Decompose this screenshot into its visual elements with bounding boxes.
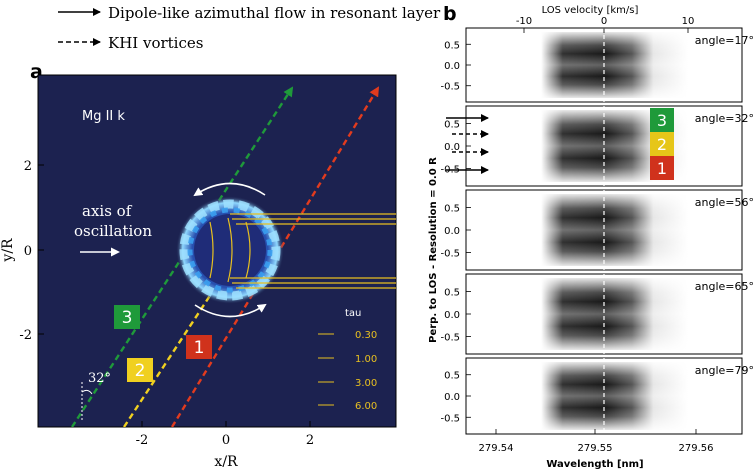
legend-dashed-label: KHI vortices (108, 34, 203, 52)
y-tick-b: 0.5 (444, 288, 460, 299)
ray-2-label: 2 (135, 361, 146, 381)
angle-label-2: angle=32° (695, 112, 753, 125)
angle-label-5: angle=79° (695, 364, 753, 377)
y-tick-b: -0.5 (440, 82, 460, 93)
ray-3-box (114, 305, 140, 329)
angle-arc-icon (81, 389, 93, 395)
spectra-panels: 0.5 0.0 -0.5 angle=17° 0.5 0.0 -0.5 angle=32° 0.… (440, 27, 753, 435)
x-axis-label-b: Wavelength [nm] (546, 459, 643, 470)
y-tick-b: -0.5 (440, 332, 460, 343)
rotation-arrow-top-icon (193, 182, 266, 197)
box-1-label: 1 (657, 159, 667, 178)
ray-1-box (186, 335, 212, 359)
angle-label-3: angle=56° (695, 196, 753, 209)
x-tick-a-3: 2 (306, 433, 314, 448)
y-tick-b: 0.5 (444, 204, 460, 215)
panel-a: a (0, 61, 397, 470)
panel-a-axes: -2 0 2 x/R 2 0 -2 y/R (0, 159, 314, 470)
top-tick-1: -10 (516, 16, 532, 27)
flux-tube (176, 196, 284, 304)
y-tick-b: 0.5 (444, 40, 460, 51)
spectrum-panel-3: 0.5 0.0 -0.5 angle=56° (440, 189, 753, 271)
ray-2-box (127, 358, 153, 382)
tau-value-3: 3.00 (355, 378, 377, 389)
angle-label-1: angle=17° (695, 34, 753, 47)
y-tick-b: 0.0 (444, 310, 460, 321)
tau-value-4: 6.00 (355, 401, 377, 412)
ray-1 (170, 86, 380, 427)
top-tick-3: 10 (682, 16, 695, 27)
legend: Dipole-like azimuthal flow in resonant l… (58, 4, 441, 52)
axis-text-2: oscillation (74, 222, 152, 240)
angle-label: 32° (88, 371, 111, 386)
y-tick-b: -0.5 (440, 413, 460, 424)
ray-3-label: 3 (122, 308, 133, 328)
spectrum-panel-4: 0.5 0.0 -0.5 angle=65° (440, 273, 753, 355)
tau-value-2: 1.00 (355, 354, 377, 365)
tau-legend: tau 0.30 1.00 3.00 6.00 (318, 308, 377, 412)
x-tick-b-1: 279.54 (479, 443, 514, 454)
x-axis-label-a: x/R (214, 454, 238, 470)
y-tick-b: 0.0 (444, 226, 460, 237)
x-tick-a-2: 0 (222, 433, 230, 448)
top-tick-2: 0 (601, 16, 607, 27)
y-tick-b: 0.0 (444, 142, 460, 153)
box-2 (650, 132, 674, 156)
y-axis-label-a: y/R (0, 238, 16, 263)
y-tick-a-1: 2 (24, 159, 32, 174)
tau-value-1: 0.30 (355, 330, 377, 341)
angle-label-4: angle=65° (695, 280, 753, 293)
ray-1-label: 1 (194, 338, 205, 358)
box-3-label: 3 (657, 111, 667, 130)
x-tick-b-3: 279.56 (679, 443, 714, 454)
los-ray-bundle (230, 213, 396, 289)
tau-title: tau (345, 308, 361, 319)
y-tick-b: 0.0 (444, 392, 460, 403)
x-tick-b-2: 279.55 (578, 443, 613, 454)
y-tick-a-2: 0 (24, 244, 32, 259)
y-tick-b: 0.0 (444, 61, 460, 72)
x-tick-a-1: -2 (136, 433, 149, 448)
box-2-label: 2 (657, 135, 667, 154)
y-tick-b: -0.5 (440, 248, 460, 259)
rotation-arrow-bottom-icon (194, 303, 267, 318)
box-3 (650, 108, 674, 132)
y-tick-b: 0.5 (444, 120, 460, 131)
y-tick-b: 0.5 (444, 371, 460, 382)
spectrum-panel-1: 0.5 0.0 -0.5 angle=17° (440, 27, 753, 103)
panel-b-letter: b (443, 3, 457, 25)
panel-b: b LOS velocity [km/s] -10 0 10 Perp. to … (428, 3, 753, 470)
box-1 (650, 156, 674, 180)
legend-solid-label: Dipole-like azimuthal flow in resonant l… (108, 4, 441, 22)
y-tick-a-3: -2 (19, 328, 32, 343)
line-label: Mg II k (82, 109, 125, 124)
top-axis-label: LOS velocity [km/s] (542, 5, 639, 16)
axis-text-1: axis of (82, 202, 133, 220)
spectrum-panel-5: 0.5 0.0 -0.5 angle=79° (440, 357, 753, 435)
y-axis-label-b: Perp. to LOS - Resolution = 0.0 R (428, 157, 439, 343)
